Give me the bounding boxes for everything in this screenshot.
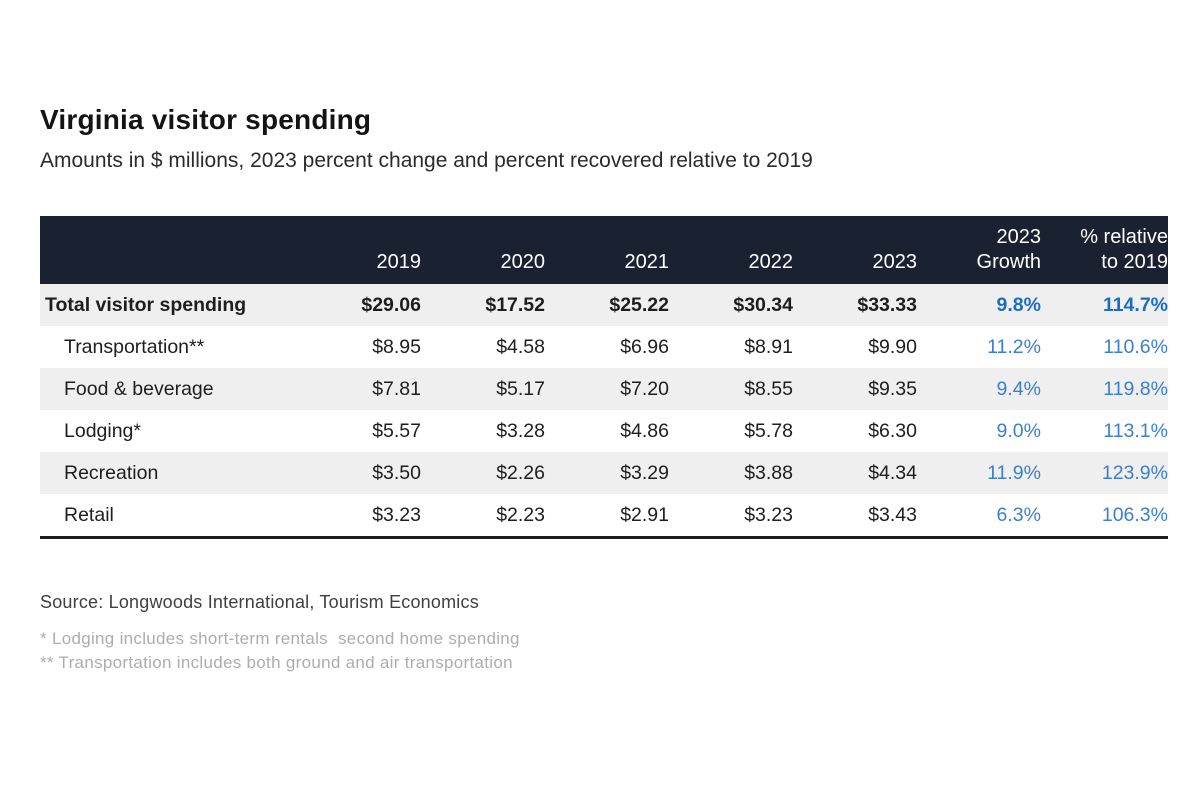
year-value-cell: $3.23 — [372, 503, 421, 526]
page-title: Virginia visitor spending — [40, 104, 372, 135]
column-header: 2020 — [421, 216, 545, 284]
table-header-row: 2019 2020 2021 2022 2023 2023 Growth% relativ… — [40, 216, 1168, 284]
year-value-cell: $17.52 — [485, 293, 545, 316]
year-value-cell: $3.50 — [372, 461, 421, 484]
page-subtitle: Amounts in $ millions, 2023 percent chan… — [40, 149, 813, 172]
relative-value-cell: 123.9% — [1101, 461, 1168, 484]
year-value-cell: $3.43 — [868, 503, 917, 526]
growth-value-cell: 6.3% — [996, 503, 1041, 526]
year-value-cell: $5.17 — [496, 377, 545, 400]
year-value-cell: $2.26 — [496, 461, 545, 484]
row-label: Food & beverage — [64, 377, 214, 400]
year-value-cell: $30.34 — [733, 293, 793, 316]
year-value-cell: $8.95 — [372, 335, 421, 358]
year-value-cell: $5.57 — [372, 419, 421, 442]
row-label: Transportation** — [64, 335, 205, 358]
footnote-transportation: ** Transportation includes both ground a… — [40, 653, 513, 672]
table-row: Transportation** $8.95 $4.58 $6.96 $8.91 $9.9… — [40, 326, 1168, 368]
year-value-cell: $3.29 — [620, 461, 669, 484]
year-value-cell: $6.30 — [868, 419, 917, 442]
table-row: Lodging* $5.57 $3.28 $4.86 $5.78 $6.30 9.0% 113… — [40, 410, 1168, 452]
table-row: Total visitor spending $29.06 $17.52 $25.22… — [40, 284, 1168, 326]
column-header: 2023 Growth — [917, 216, 1041, 284]
relative-value-cell: 106.3% — [1101, 503, 1168, 526]
year-value-cell: $4.86 — [620, 419, 669, 442]
year-value-cell: $5.78 — [744, 419, 793, 442]
year-value-cell: $3.28 — [496, 419, 545, 442]
table-head: 2019 2020 2021 2022 2023 2023 Growth% relativ… — [40, 216, 1168, 284]
year-value-cell: $25.22 — [609, 293, 669, 316]
growth-value-cell: 9.0% — [996, 419, 1041, 442]
table-row: Retail $3.23 $2.23 $2.91 $3.23 $3.43 6.3% 106.3… — [40, 494, 1168, 538]
row-label: Recreation — [64, 461, 159, 484]
source-note: Source: Longwoods International, Tourism… — [40, 592, 479, 612]
relative-value-cell: 119.8% — [1103, 377, 1168, 400]
year-value-cell: $29.06 — [361, 293, 421, 316]
footnote-lodging: * Lodging includes short-term rentals se… — [40, 629, 520, 648]
content-area: Virginia visitor spending Amounts in $ m… — [40, 0, 1168, 675]
spending-table: 2019 2020 2021 2022 2023 2023 Growth% relativ… — [40, 216, 1168, 539]
column-header: 2019 — [297, 216, 421, 284]
year-value-cell: $7.81 — [372, 377, 421, 400]
column-header: 2022 — [669, 216, 793, 284]
year-value-cell: $3.23 — [744, 503, 793, 526]
column-header: 2021 — [545, 216, 669, 284]
row-label: Retail — [64, 503, 114, 526]
year-value-cell: $6.96 — [620, 335, 669, 358]
column-header: 2023 — [793, 216, 917, 284]
growth-value-cell: 11.9% — [987, 461, 1041, 484]
year-value-cell: $9.90 — [868, 335, 917, 358]
year-value-cell: $4.34 — [868, 461, 917, 484]
growth-value-cell: 9.4% — [996, 377, 1041, 400]
year-value-cell: $4.58 — [496, 335, 545, 358]
year-value-cell: $2.91 — [620, 503, 669, 526]
table-body: Total visitor spending $29.06 $17.52 $25.22… — [40, 284, 1168, 538]
relative-value-cell: 114.7% — [1102, 293, 1168, 316]
relative-value-cell: 113.1% — [1103, 419, 1168, 442]
year-value-cell: $8.91 — [744, 335, 793, 358]
row-label: Total visitor spending — [45, 293, 247, 316]
year-value-cell: $9.35 — [868, 377, 917, 400]
year-value-cell: $8.55 — [744, 377, 793, 400]
row-label: Lodging* — [64, 419, 141, 442]
growth-value-cell: 9.8% — [996, 293, 1041, 316]
year-value-cell: $2.23 — [496, 503, 545, 526]
column-header-category — [40, 216, 297, 284]
growth-value-cell: 11.2% — [987, 335, 1041, 358]
relative-value-cell: 110.6% — [1103, 335, 1168, 358]
year-value-cell: $7.20 — [620, 377, 669, 400]
year-value-cell: $33.33 — [857, 293, 917, 316]
table-row: Food & beverage $7.81 $5.17 $7.20 $8.55 $9.35… — [40, 368, 1168, 410]
column-header: % relative to 2019 — [1041, 216, 1168, 284]
year-value-cell: $3.88 — [744, 461, 793, 484]
table-row: Recreation $3.50 $2.26 $3.29 $3.88 $4.34 11.9%… — [40, 452, 1168, 494]
